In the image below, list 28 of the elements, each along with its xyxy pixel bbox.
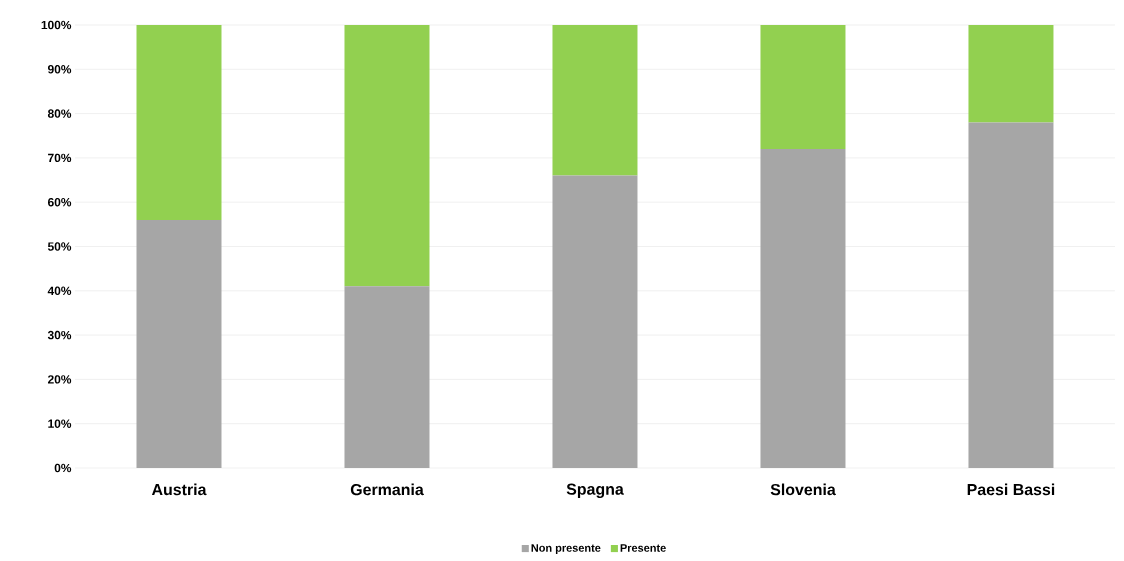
y-tick-label: 40% — [47, 286, 72, 296]
y-tick-label: 90% — [47, 65, 72, 74]
y-tick-label: 70% — [48, 153, 72, 163]
x-tick-label: Slovenia — [770, 483, 836, 496]
y-tick-label: 50% — [47, 242, 72, 251]
y-tick-label: 10% — [48, 419, 72, 428]
x-tick-label: Paesi Bassi — [967, 483, 1055, 496]
bar — [344, 25, 430, 287]
legend-label: Non presente — [531, 544, 601, 554]
y-tick-label: 0% — [54, 463, 72, 473]
x-tick-label: Germania — [350, 483, 424, 496]
y-tick-label: 30% — [47, 330, 72, 340]
bar — [760, 25, 846, 150]
bar — [968, 25, 1054, 123]
bar — [136, 219, 222, 468]
bar — [344, 286, 430, 468]
x-tick-label: Spagna — [566, 483, 624, 499]
y-tick-label: 80% — [47, 109, 72, 118]
bar — [136, 25, 222, 220]
y-tick-label: 20% — [47, 375, 72, 384]
bar — [760, 149, 846, 468]
bar — [552, 25, 638, 176]
bar — [552, 175, 638, 468]
bar — [968, 122, 1054, 468]
y-tick-label: 60% — [47, 197, 72, 207]
legend-label: Presente — [620, 544, 666, 552]
x-tick-label: Austria — [151, 483, 207, 496]
y-tick-label: 100% — [41, 20, 72, 30]
